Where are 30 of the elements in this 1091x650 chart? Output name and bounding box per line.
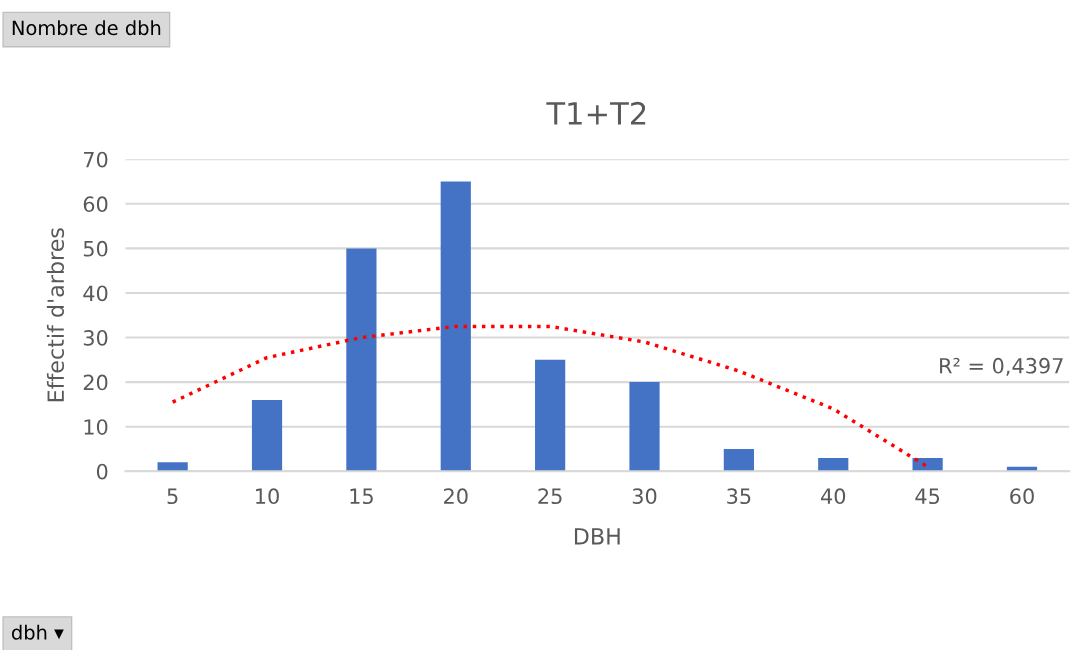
y-tick-label: 50: [83, 240, 108, 257]
annotation: R² = 0,4397: [940, 357, 1063, 376]
x-tick-label: 10: [256, 488, 279, 505]
y-tick-label: 0: [96, 463, 108, 480]
x-axis-title: DBH: [574, 528, 620, 545]
x-tick-label: 60: [1010, 488, 1034, 505]
x-tick-label: 30: [632, 488, 657, 505]
x-tick-label: 25: [538, 488, 562, 505]
y-tick-label: 40: [83, 285, 108, 302]
y-tick-label: 30: [83, 329, 108, 346]
y-axis-title: Effectif d'arbres: [46, 228, 65, 402]
text: dbh ▾: [11, 624, 64, 640]
x-tick-label: 15: [350, 488, 373, 505]
bar: [440, 181, 471, 472]
y-tick-label: 20: [83, 374, 108, 391]
x-tick-label: 35: [727, 488, 751, 505]
chart-title: T1+T2: [546, 101, 646, 125]
y-tick-label: 70: [84, 151, 108, 168]
bar: [346, 248, 377, 472]
y-tick-label: 60: [83, 196, 108, 213]
x-tick-label: 45: [915, 488, 940, 505]
bar: [535, 359, 566, 472]
y-tick-label: 10: [84, 419, 108, 435]
x-tick-label: 40: [821, 488, 846, 505]
x-tick-label: 20: [444, 488, 468, 505]
text: Nombre de dbh: [12, 20, 161, 36]
bar: [723, 448, 754, 472]
bar: [629, 382, 660, 472]
bar: [251, 399, 283, 472]
x-tick-label: 5: [167, 488, 178, 505]
